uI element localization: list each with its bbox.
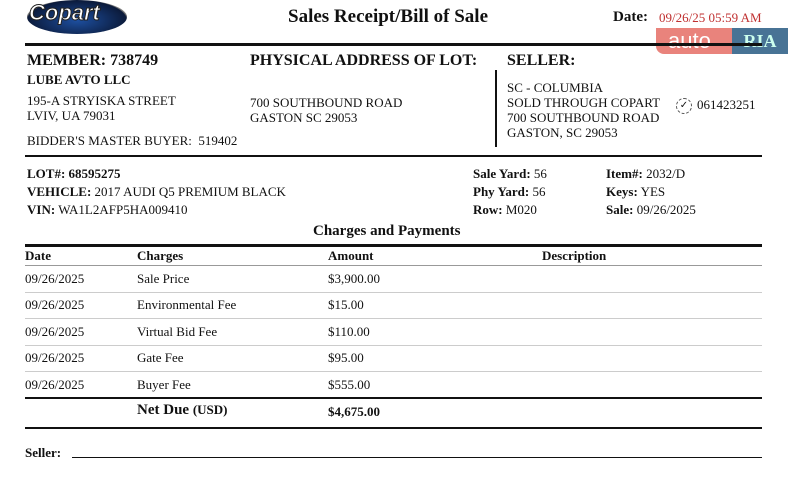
lot-address-1: 700 SOUTHBOUND ROAD [250,95,403,110]
lot-number: 68595275 [68,166,121,181]
seller-id: 061423251 [697,97,756,112]
table-row: 09/26/2025 Gate Fee $95.00 [25,345,762,372]
table-cell: $3,900.00 [328,265,542,293]
table-cell [542,265,762,293]
table-header: Date Charges Amount Description [25,247,762,266]
table-cell: 09/26/2025 [25,265,137,293]
table-row: 09/26/2025 Sale Price $3,900.00 [25,265,762,293]
table-cell: 09/26/2025 [25,345,137,372]
signature-line [72,457,762,458]
table-cell: $95.00 [328,345,542,372]
yard-details: Sale Yard: 56 Phy Yard: 56 Row: M020 [473,166,547,217]
bidder-master-buyer: BIDDER'S MASTER BUYER: 519402 [27,133,238,148]
autoria-watermark: auto [656,28,732,54]
date-value: 09/26/25 05:59 AM [659,10,762,25]
charges-title: Charges and Payments [313,223,461,239]
member-address-2: LVIV, UA 79031 [27,108,116,123]
table-cell: 09/26/2025 [25,318,137,346]
logo-text: Copart [29,0,101,26]
divider [25,155,762,157]
member-number: 738749 [110,52,159,69]
lot-address-label: PHYSICAL ADDRESS OF LOT: [250,52,478,69]
divider [25,397,762,399]
net-due-label: Net Due (USD) [137,402,228,418]
table-cell [542,292,762,319]
table-cell: Environmental Fee [137,292,328,319]
member-address-1: 195-A STRYISKA STREET [27,93,176,108]
copart-logo: Copart [27,0,127,34]
table-cell: Gate Fee [137,345,328,372]
vehicle: 2017 AUDI Q5 PREMIUM BLACK [94,184,286,199]
table-row: 09/26/2025 Buyer Fee $555.00 [25,371,762,399]
table-row: 09/26/2025 Environmental Fee $15.00 [25,292,762,319]
divider [25,427,762,429]
table-cell: 09/26/2025 [25,292,137,319]
charges-table: Date Charges Amount Description 09/26/2025 S… [25,247,762,399]
table-cell: $555.00 [328,371,542,399]
lot-details: LOT#: 68595275 VEHICLE: 2017 AUDI Q5 PRE… [27,166,286,217]
date-label: Date: [613,9,648,25]
table-cell: Sale Price [137,265,328,293]
member-company: LUBE AVTO LLC [27,72,131,87]
seller-signature-label: Seller: [25,445,62,460]
seller-address: SC - COLUMBIA SOLD THROUGH COPART 700 SOUT… [507,80,661,140]
member-label: MEMBER: 738749 [27,52,159,69]
table-cell: 09/26/2025 [25,371,137,399]
divider [25,43,762,46]
divider [25,244,762,247]
table-row: 09/26/2025 Virtual Bid Fee $110.00 [25,318,762,346]
net-due-value: $4,675.00 [328,404,380,419]
verified-badge-icon: ✓ [676,98,692,114]
page-title: Sales Receipt/Bill of Sale [288,6,489,27]
seller-divider [495,70,497,147]
table-cell: $110.00 [328,318,542,346]
vin: WA1L2AFP5HA009410 [58,202,188,217]
table-cell: $15.00 [328,292,542,319]
ria-watermark: RIA [732,28,788,54]
seller-label: SELLER: [507,52,576,69]
table-cell [542,318,762,346]
table-cell: Virtual Bid Fee [137,318,328,346]
table-cell: Buyer Fee [137,371,328,399]
table-cell [542,371,762,399]
table-cell [542,345,762,372]
item-details: Item#: 2032/D Keys: YES Sale: 09/26/2025 [606,166,696,217]
lot-address-2: GASTON SC 29053 [250,110,358,125]
